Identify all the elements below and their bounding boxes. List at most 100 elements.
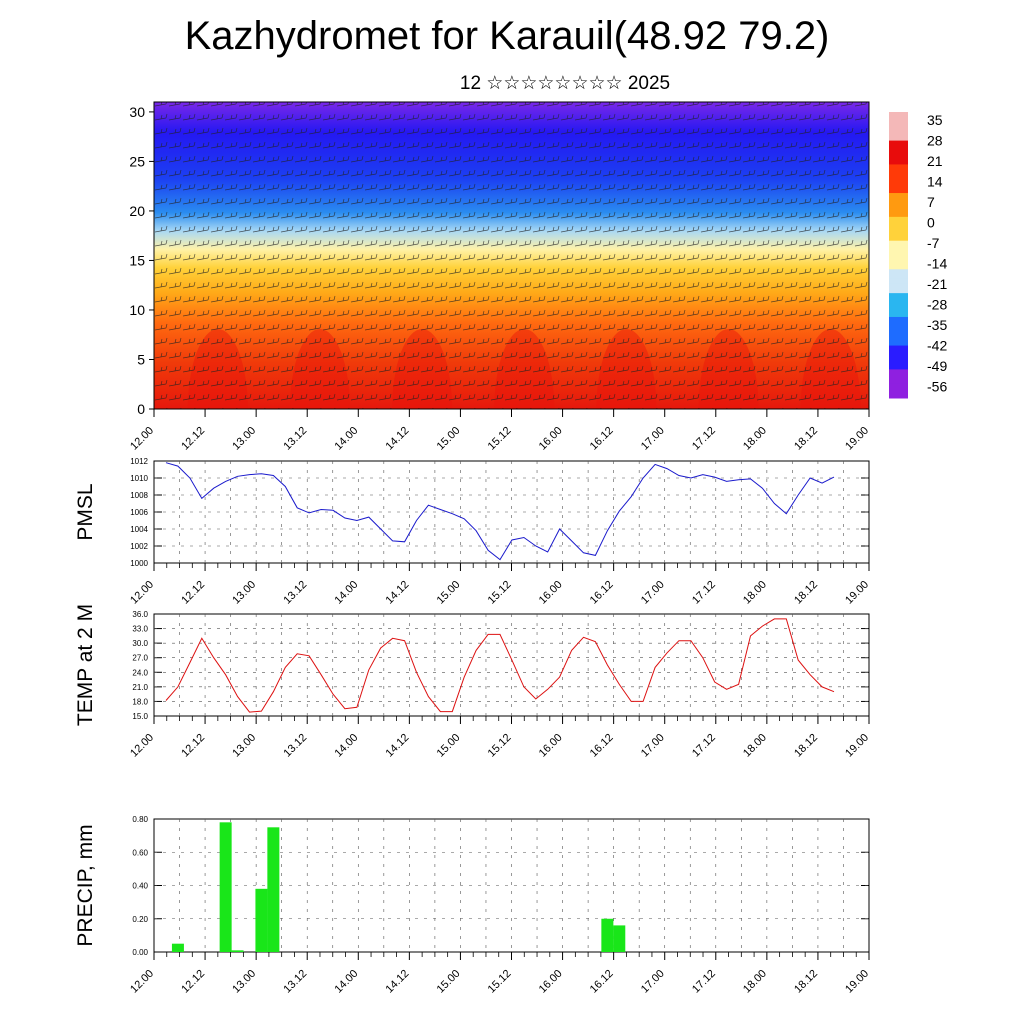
x-tick-label: 13.12 <box>281 968 309 996</box>
x-tick-label: 18.12 <box>792 425 820 453</box>
x-tick-label: 15.12 <box>486 579 514 607</box>
x-tick-label: 16.00 <box>537 968 565 996</box>
colorbar-swatch <box>889 312 908 318</box>
y-tick-label: 1006 <box>130 508 148 517</box>
y-axis-label: PRECIP, mm <box>74 824 97 946</box>
colorbar-swatch <box>889 374 908 380</box>
colorbar-swatch <box>889 345 908 351</box>
x-tick-label: 14.00 <box>332 425 360 453</box>
precip-bar <box>601 918 614 952</box>
colorbar-label: 35 <box>927 112 943 128</box>
precip-bar <box>255 888 268 952</box>
x-tick-label: 18.00 <box>741 968 769 996</box>
colorbar-swatch <box>889 188 908 194</box>
colorbar-swatch <box>889 193 908 199</box>
colorbar-swatch <box>889 297 908 304</box>
colorbar-swatch <box>889 183 908 189</box>
colorbar-swatch <box>889 121 908 127</box>
x-tick-label: 17.00 <box>639 968 667 996</box>
colorbar-swatch <box>889 283 908 289</box>
x-tick-label: 13.00 <box>230 425 258 453</box>
y-tick-label: 1008 <box>130 491 148 500</box>
colorbar-swatch <box>889 116 908 123</box>
colorbar-swatch <box>889 274 908 280</box>
plot-frame <box>153 460 870 564</box>
x-tick-label: 18.00 <box>741 732 769 760</box>
colorbar-swatch <box>889 231 908 237</box>
colorbar-label: -42 <box>927 338 947 354</box>
x-tick-label: 19.00 <box>843 732 871 760</box>
y-tick-label: 1012 <box>130 457 148 466</box>
colorbar-swatch <box>889 150 908 156</box>
colorbar-swatch <box>889 359 908 366</box>
x-tick-label: 15.00 <box>435 732 463 760</box>
y-tick-label: 21.0 <box>132 683 148 692</box>
x-tick-label: 13.00 <box>230 732 258 760</box>
colorbar-label: 21 <box>927 153 943 169</box>
x-tick-label: 14.12 <box>384 968 412 996</box>
x-tick-label: 17.00 <box>639 579 667 607</box>
colorbar-swatch <box>889 221 908 227</box>
y-tick-label: 1010 <box>130 474 148 483</box>
colorbar-swatch <box>889 112 908 118</box>
colorbar-swatch <box>889 278 908 285</box>
chart-title: Kazhydromet for Karauil(48.92 79.2) <box>184 14 830 58</box>
y-tick-label: 27.0 <box>132 654 148 663</box>
x-tick-label: 15.00 <box>435 579 463 607</box>
colorbar-label: 0 <box>927 215 935 231</box>
y-tick-label: 25 <box>129 153 145 169</box>
colorbar-swatch <box>889 326 908 332</box>
y-tick-label: 36.0 <box>132 610 148 619</box>
y-tick-label: 0.00 <box>132 948 148 957</box>
colorbar-label: -21 <box>927 276 947 292</box>
x-tick-label: 12.00 <box>128 425 156 453</box>
y-tick-label: 15.0 <box>132 712 148 721</box>
x-tick-label: 12.00 <box>128 579 156 607</box>
precip-bar <box>231 950 244 952</box>
x-tick-label: 15.00 <box>435 425 463 453</box>
x-tick-label: 13.12 <box>281 732 309 760</box>
colorbar-label: -49 <box>927 358 947 374</box>
y-tick-label: 0 <box>137 401 145 417</box>
x-tick-label: 14.00 <box>332 968 360 996</box>
colorbar-swatch <box>889 388 908 394</box>
colorbar-swatch <box>889 255 908 261</box>
precip-bar <box>267 827 280 952</box>
x-tick-label: 15.12 <box>486 732 514 760</box>
x-tick-label: 15.12 <box>486 425 514 453</box>
colorbar-swatch <box>889 259 908 266</box>
x-tick-label: 16.12 <box>588 968 616 996</box>
colorbar-swatch <box>889 212 908 218</box>
colorbar-swatch <box>889 307 908 313</box>
colorbar-swatch <box>889 316 908 323</box>
colorbar-swatch <box>889 336 908 342</box>
colorbar-swatch <box>889 250 908 256</box>
x-tick-label: 12.12 <box>179 425 207 453</box>
x-tick-label: 13.12 <box>281 579 309 607</box>
x-tick-label: 17.12 <box>690 425 718 453</box>
x-tick-label: 16.12 <box>588 579 616 607</box>
colorbar-swatch <box>889 340 908 347</box>
x-tick-label: 18.00 <box>741 425 769 453</box>
x-tick-label: 18.00 <box>741 579 769 607</box>
x-tick-label: 12.00 <box>128 732 156 760</box>
colorbar-swatch <box>889 135 908 142</box>
x-tick-label: 12.00 <box>128 968 156 996</box>
x-tick-label: 15.00 <box>435 968 463 996</box>
chart-subtitle: 12 ☆☆☆☆☆☆☆☆ 2025 <box>459 73 671 94</box>
precip-bar <box>613 925 626 952</box>
x-tick-label: 18.12 <box>792 579 820 607</box>
series-line <box>165 618 835 713</box>
colorbar-swatch <box>889 288 908 294</box>
wind-barbs <box>154 102 869 409</box>
x-tick-label: 17.12 <box>690 579 718 607</box>
y-tick-label: 33.0 <box>132 625 148 634</box>
colorbar-swatch <box>889 350 908 356</box>
colorbar-swatch <box>889 164 908 170</box>
colorbar-swatch <box>889 173 908 180</box>
x-tick-label: 17.12 <box>690 732 718 760</box>
colorbar-swatch <box>889 240 908 246</box>
x-tick-label: 12.12 <box>179 732 207 760</box>
y-tick-label: 10 <box>129 302 145 318</box>
x-tick-label: 14.00 <box>332 732 360 760</box>
